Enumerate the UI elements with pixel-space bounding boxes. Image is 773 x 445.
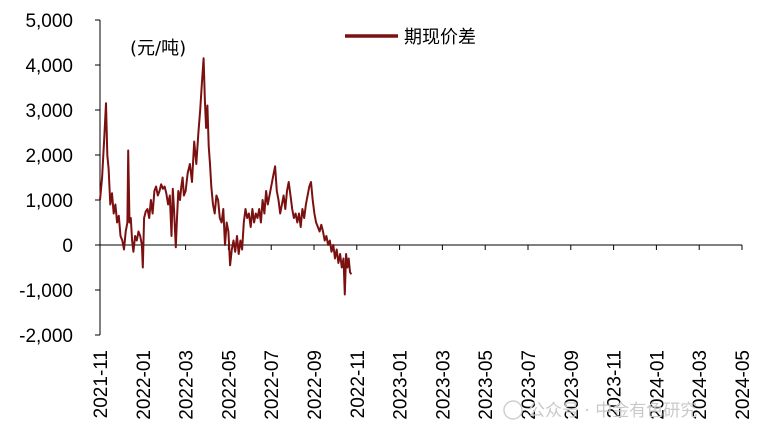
- y-tick-label: 0: [62, 236, 73, 257]
- y-axis: -2,000 -1,000 0 1,000 2,000 3,000 4,000 5,000: [19, 11, 101, 347]
- legend-label: 期现价差: [404, 27, 476, 48]
- series-line: [99, 57, 353, 296]
- x-tick-label: 2023-09: [562, 350, 583, 420]
- x-tick-label: 2024-01: [647, 350, 668, 420]
- y-tick-label: 3,000: [25, 101, 73, 122]
- x-tick-label: 2022-05: [219, 350, 240, 420]
- x-tick-label: 2023-11: [605, 350, 626, 418]
- x-tick-label: 2022-07: [262, 350, 283, 420]
- watermark-text: 公众号 · 中金有色研究: [528, 401, 697, 421]
- x-tick-label: 2023-05: [476, 350, 497, 420]
- y-tick-label: -1,000: [19, 281, 73, 302]
- wechat-icon: [503, 400, 523, 420]
- series-layer: [99, 57, 353, 296]
- x-axis: 2021-11 2022-01 2022-03 2022-05 2022-07 2022-…: [91, 244, 754, 420]
- y-tick-label: 1,000: [25, 191, 73, 212]
- y-tick-label: 2,000: [25, 146, 73, 167]
- x-tick-label: 2022-09: [305, 350, 326, 420]
- x-tick-label: 2024-05: [733, 350, 754, 420]
- x-tick-label: 2021-11: [91, 350, 112, 418]
- y-tick-label: 4,000: [25, 56, 73, 77]
- y-axis-unit-label: (元/吨): [130, 38, 186, 59]
- x-tick-label: 2023-07: [519, 350, 540, 420]
- x-tick-label: 2024-03: [690, 350, 711, 420]
- x-tick-label: 2022-01: [134, 350, 155, 420]
- x-tick-label: 2022-11: [348, 350, 369, 418]
- y-tick-label: -2,000: [19, 326, 73, 347]
- x-tick-label: 2023-03: [433, 350, 454, 420]
- y-tick-label: 5,000: [25, 11, 73, 32]
- x-tick-label: 2022-03: [177, 350, 198, 420]
- x-tick-label: 2023-01: [391, 350, 412, 420]
- watermark: 公众号 · 中金有色研究: [503, 400, 697, 421]
- legend: 期现价差: [345, 27, 476, 48]
